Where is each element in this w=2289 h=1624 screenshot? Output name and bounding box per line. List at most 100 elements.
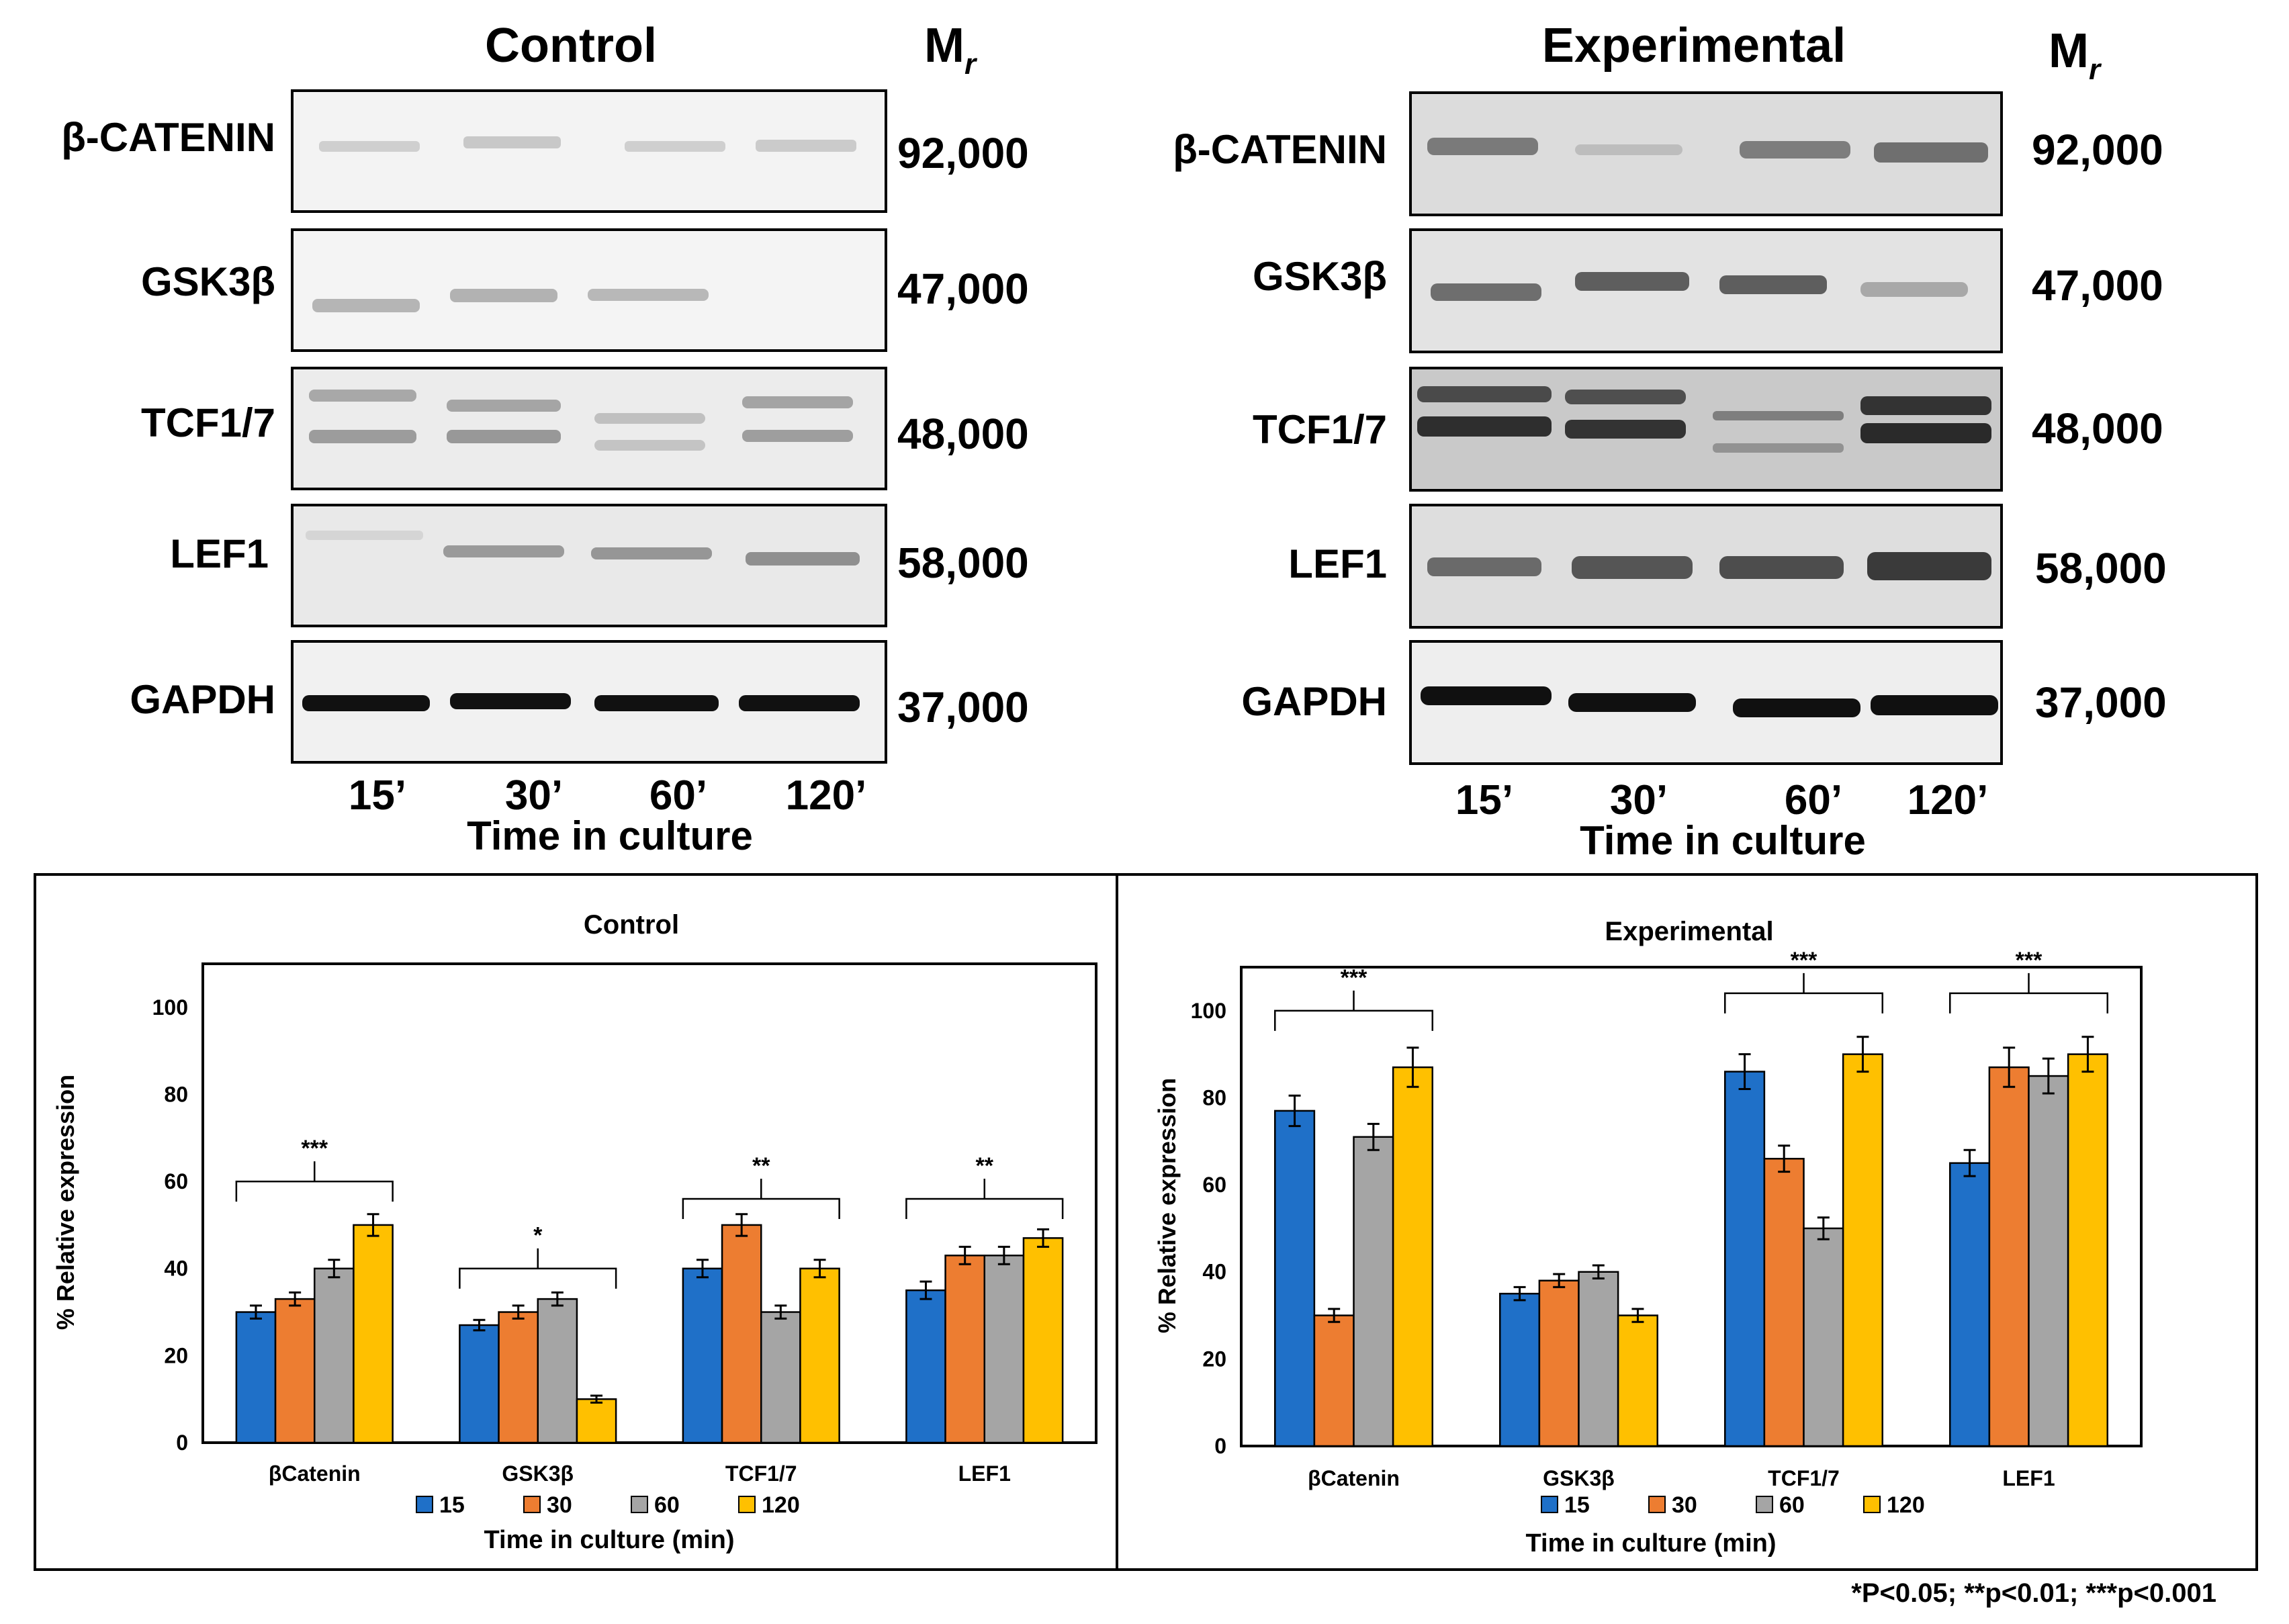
bar <box>983 1255 1025 1444</box>
bar <box>1313 1314 1355 1447</box>
legend-swatch <box>1863 1496 1881 1513</box>
legend-label: 30 <box>1672 1492 1697 1518</box>
blot-experimental-xlabel: Time in culture <box>1580 818 1866 863</box>
bar <box>2028 1075 2069 1447</box>
chart-control: Control 0 20 40 60 80 100 % Relative expression… <box>52 910 1097 1554</box>
bar <box>1274 1110 1316 1447</box>
bar <box>944 1255 985 1444</box>
band <box>463 136 561 148</box>
band <box>443 545 564 557</box>
blot-experimental-row: TCF1/7 48,000 <box>1253 367 2163 492</box>
legend-swatch <box>738 1496 756 1513</box>
blot-control-lane-2: 60’ <box>649 772 707 819</box>
band <box>1421 686 1552 705</box>
bar <box>1392 1066 1433 1447</box>
category-label: LEF1 <box>958 1461 1011 1486</box>
band <box>309 430 416 443</box>
blot-experimental-row: β-CATENIN 92,000 <box>1173 91 2163 216</box>
bar <box>721 1224 762 1444</box>
plot-area <box>201 962 1097 1444</box>
blot-control-row: GSK3β 47,000 <box>141 228 1029 352</box>
band <box>1719 275 1827 294</box>
band <box>1740 141 1850 159</box>
band <box>1860 423 1991 443</box>
bar <box>1499 1292 1541 1447</box>
band <box>1417 416 1552 437</box>
significance-bracket <box>1949 973 2108 1013</box>
band <box>625 141 725 152</box>
blot-experimental-lane-2: 60’ <box>1785 777 1842 823</box>
blot-control-lane-0: 15’ <box>349 772 406 819</box>
blot-experimental-mr-1: 47,000 <box>2032 261 2163 310</box>
band <box>1575 272 1689 291</box>
blot-experimental-label-1: GSK3β <box>1253 254 1387 299</box>
blot-experimental-mr-2: 48,000 <box>2032 404 2163 453</box>
blot-control-row: β-CATENIN 92,000 <box>61 89 1029 213</box>
blot-control-mr-3: 58,000 <box>897 539 1029 587</box>
band <box>447 400 561 412</box>
band <box>319 141 420 152</box>
y-tick-label: 80 <box>1202 1085 1226 1110</box>
blot-control-mr-2: 48,000 <box>897 410 1029 458</box>
band <box>1572 556 1693 579</box>
blot-control-mr-letter: M <box>924 19 964 73</box>
blot-experimental-label-4: GAPDH <box>1241 679 1387 724</box>
blot-experimental-lane-0: 15’ <box>1455 777 1513 823</box>
band <box>1431 283 1541 301</box>
band <box>1565 420 1686 439</box>
significance-marker: *** <box>2016 948 2043 973</box>
significance-marker: *** <box>1341 965 1367 991</box>
legend-label: 30 <box>547 1492 572 1518</box>
blot-experimental-row: GSK3β 47,000 <box>1253 228 2163 353</box>
y-axis-label: % Relative expression <box>52 1075 79 1330</box>
y-tick-label: 60 <box>164 1169 188 1193</box>
significance-bracket <box>1274 990 1433 1031</box>
legend-swatch <box>416 1496 433 1513</box>
bar <box>682 1267 723 1444</box>
x-axis-label: Time in culture (min) <box>1525 1529 1776 1558</box>
category-label: GSK3β <box>502 1461 574 1486</box>
y-axis-label: % Relative expression <box>1153 1078 1181 1333</box>
band <box>312 299 420 312</box>
band <box>306 531 423 540</box>
bar <box>1538 1279 1580 1447</box>
band <box>594 440 705 451</box>
charts-frame <box>34 873 2258 1571</box>
band <box>1417 386 1552 402</box>
blot-control-label-3: LEF1 <box>170 531 269 576</box>
legend-swatch <box>631 1496 648 1513</box>
blot-control-label-1: GSK3β <box>141 259 275 304</box>
blot-experimental-mr-0: 92,000 <box>2032 126 2163 174</box>
blot-control-lane-1: 30’ <box>505 772 563 819</box>
legend-swatch <box>1756 1496 1773 1513</box>
x-axis-label: Time in culture (min) <box>484 1526 734 1554</box>
bar <box>235 1311 277 1444</box>
legend-label: 15 <box>1564 1492 1590 1518</box>
bar <box>905 1289 946 1444</box>
significance-bracket <box>1724 973 1883 1013</box>
blot-control-xlabel: Time in culture <box>467 813 753 858</box>
legend-label: 120 <box>1887 1492 1925 1518</box>
legend-label: 120 <box>762 1492 800 1518</box>
blot-control-title: Control <box>485 19 657 73</box>
band <box>1713 411 1844 420</box>
band <box>450 289 557 302</box>
bar <box>537 1298 578 1444</box>
bar <box>498 1311 539 1444</box>
blot-experimental-label-3: LEF1 <box>1288 541 1387 586</box>
band <box>1713 443 1844 453</box>
band <box>594 413 705 424</box>
y-tick-label: 40 <box>164 1257 188 1281</box>
bar <box>274 1298 316 1444</box>
band <box>742 396 853 408</box>
bar <box>1763 1157 1805 1447</box>
y-tick-label: 80 <box>164 1082 188 1106</box>
band <box>742 430 853 442</box>
category-label: βCatenin <box>1308 1466 1400 1490</box>
bar <box>1353 1136 1394 1447</box>
band <box>746 552 860 566</box>
significance-marker: *** <box>301 1136 328 1161</box>
band <box>1565 390 1686 404</box>
y-tick-label: 100 <box>152 995 188 1020</box>
y-tick-label: 0 <box>176 1431 188 1455</box>
